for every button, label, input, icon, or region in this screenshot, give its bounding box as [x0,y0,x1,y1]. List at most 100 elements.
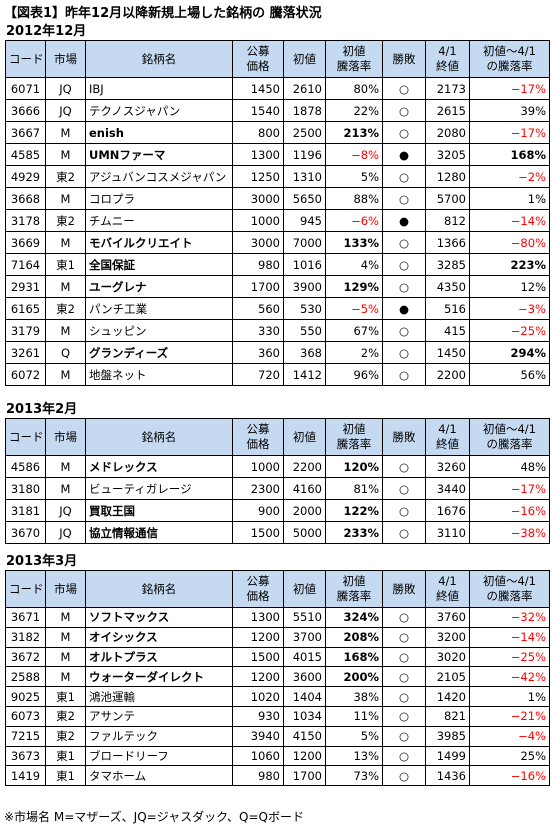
cell: 3669 [5,231,46,254]
column-header: 4/1 終値 [425,418,470,456]
cell: 東1 [45,765,86,787]
cell: 5% [325,165,383,188]
cell: 4350 [425,275,470,298]
cell: 3261 [5,341,46,364]
cell: 3260 [425,455,470,478]
cell: JQ [45,77,86,100]
column-header: 勝敗 [382,40,426,78]
cell: 4150 [283,725,326,747]
cell: ○ [382,275,426,298]
cell: 1676 [425,499,470,522]
cell: 3671 [5,607,46,628]
cell: 56% [469,363,550,386]
cell: 2105 [425,666,470,688]
header-text: 騰落率 [336,437,372,451]
header-text: 初値〜4/1 [482,422,536,436]
cell: 3666 [5,99,46,122]
header-text: 市場 [54,51,77,66]
header-text: 価格 [246,59,270,73]
column-header: 初値〜4/1 の騰落率 [469,418,550,456]
cell: アジュバンコスメジャパン [85,165,233,188]
column-header: 銘柄名 [85,40,233,78]
cell: 1020 [232,686,284,707]
cell: 1% [469,187,550,210]
cell: 1280 [425,165,470,188]
cell: 1436 [425,765,470,787]
cell: 買取王国 [85,499,233,522]
header-text: コード [9,581,44,596]
cell: 東1 [45,745,86,767]
data-row: 3670 JQ 協立情報通信 1500 5000 233% ○ 3110 −38% [5,521,550,544]
header-text: 終値 [436,589,459,603]
cell: 324% [325,607,383,628]
cell: 1450 [425,341,470,364]
cell: 4015 [283,646,326,668]
cell: 213% [325,121,383,144]
data-row: 2931 M ユーグレナ 1700 3900 129% ○ 4350 12% [5,275,550,298]
cell: ○ [382,77,426,100]
data-row: 3673 東1 ブロードリーフ 1060 1200 13% ○ 1499 25% [5,745,550,767]
cell: 13% [325,745,383,767]
cell: JQ [45,521,86,544]
header-text: 市場 [54,581,77,596]
column-header: コード [5,40,46,78]
cell: 1300 [232,143,284,166]
cell: 3760 [425,607,470,628]
cell: 133% [325,231,383,254]
cell: 1034 [283,705,326,727]
cell: 4586 [5,455,46,478]
data-row: 3668 M コロプラ 3000 5650 88% ○ 5700 1% [5,187,550,210]
cell: −8% [325,143,383,166]
cell: 980 [232,765,284,787]
section-label: 2013年3月 [6,554,78,569]
cell: JQ [45,99,86,122]
cell: JQ [45,499,86,522]
data-row: 6071 JQ IBJ 1450 2610 80% ○ 2173 −17% [5,77,550,100]
cell: 6165 [5,297,46,320]
cell: 7000 [283,231,326,254]
cell: 73% [325,765,383,787]
cell: ○ [382,626,426,648]
cell: ● [382,143,426,166]
header-text: の騰落率 [486,59,533,73]
cell: 3181 [5,499,46,522]
header-text: 銘柄名 [141,51,177,66]
cell: −6% [325,209,383,232]
column-header: 勝敗 [382,418,426,456]
cell: モバイルクリエイト [85,231,233,254]
header-text: 騰落率 [336,59,372,73]
stock-table: コード 市場 銘柄名 公募 価格 初値 初値 騰落率 勝敗 4/1 終値 初値〜4/1 の騰落率 4586… [5,418,550,544]
cell: 530 [283,297,326,320]
column-header: 初値 [283,418,326,456]
header-text: 公募 [246,44,270,58]
cell: enish [85,121,233,144]
cell: 368 [283,341,326,364]
data-row: 4929 東2 アジュバンコスメジャパン 1250 1310 5% ○ 1280 −2% [5,165,550,188]
cell: ○ [382,521,426,544]
cell: 1060 [232,745,284,767]
cell: M [45,666,86,688]
data-row: 3669 M モバイルクリエイト 3000 7000 133% ○ 1366 −80% [5,231,550,254]
cell: 12% [469,275,550,298]
column-header: 初値 騰落率 [325,418,383,456]
cell: 1310 [283,165,326,188]
cell: テクノスジャパン [85,99,233,122]
cell: −2% [469,165,550,188]
cell: 6072 [5,363,46,386]
cell: 6073 [5,705,46,727]
header-text: 終値 [436,59,459,73]
cell: 945 [283,209,326,232]
cell: ○ [382,187,426,210]
cell: 3180 [5,477,46,500]
cell: 東1 [45,253,86,276]
cell: パンチ工業 [85,297,233,320]
data-row: 1419 東1 タマホーム 980 1700 73% ○ 1436 −16% [5,765,550,787]
cell: 22% [325,99,383,122]
cell: 900 [232,499,284,522]
header-text: 初値 [342,422,366,436]
cell: 2300 [232,477,284,500]
cell: −5% [325,297,383,320]
data-row: 3261 Q グランディーズ 360 368 2% ○ 1450 294% [5,341,550,364]
cell: −16% [469,765,550,787]
